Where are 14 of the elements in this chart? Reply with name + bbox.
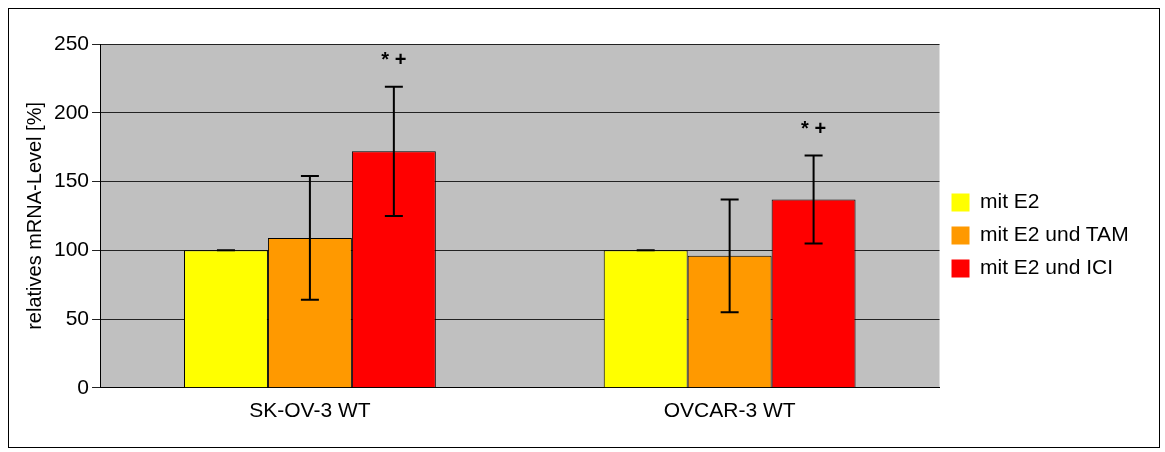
y-tick-label: 50 [65, 305, 90, 329]
x-tick-label: OVCAR-3 WT [663, 398, 796, 422]
y-tick-label: 250 [53, 30, 90, 54]
y-tick-label: 150 [53, 168, 90, 192]
y-tick-label: 0 [77, 374, 90, 398]
y-tick-label: 200 [53, 99, 90, 123]
y-axis-title: relatives mRNA-Level [%] [22, 101, 45, 330]
legend-label: mit E2 und ICI [980, 255, 1114, 279]
legend-label: mit E2 und TAM [980, 222, 1129, 246]
annotation: * + [381, 48, 407, 71]
annotation: * + [801, 116, 827, 139]
y-tick-label: 100 [53, 237, 90, 261]
legend-label: mit E2 [980, 189, 1040, 213]
x-tick-label: SK-OV-3 WT [249, 398, 371, 422]
